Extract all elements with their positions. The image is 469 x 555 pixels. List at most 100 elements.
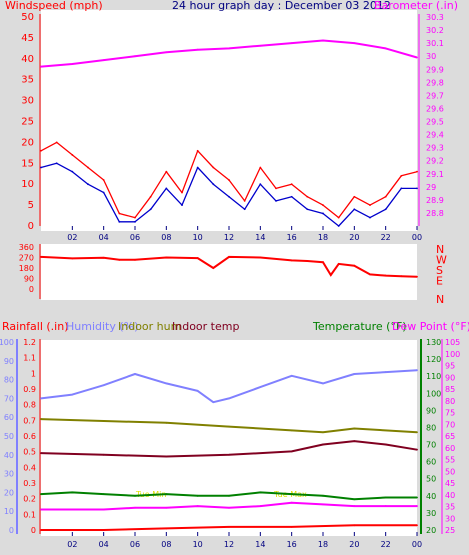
wind-axis-tick: 5 xyxy=(28,200,34,211)
dewpoint-axis-tick: 90 xyxy=(445,373,455,382)
temp-hum-plot-area xyxy=(41,340,417,536)
data-point xyxy=(228,397,230,400)
data-point xyxy=(134,220,136,223)
wind-axis-tick: 15 xyxy=(21,158,34,169)
data-point xyxy=(259,44,262,47)
data-point xyxy=(228,453,230,456)
baro-axis-tick: 28.8 xyxy=(426,209,444,218)
data-point xyxy=(400,187,403,190)
data-point xyxy=(40,65,42,68)
rainfall-axis-tick: 0 xyxy=(31,526,36,535)
x-tick-label: 12 xyxy=(224,233,234,242)
data-point xyxy=(329,274,332,276)
data-point xyxy=(87,166,89,169)
data-point xyxy=(306,260,309,262)
data-point xyxy=(337,216,340,219)
data-point xyxy=(416,275,418,278)
data-point xyxy=(384,208,387,211)
x-tick-label: 00 xyxy=(412,540,422,549)
data-point xyxy=(165,455,168,458)
legend-dewpoint: Dew Point (°F) xyxy=(392,320,469,333)
data-point xyxy=(165,170,168,173)
rainfall-axis-tick: 0.5 xyxy=(23,448,36,457)
data-point xyxy=(384,274,387,277)
winddir-plot-area xyxy=(41,244,417,300)
data-point xyxy=(196,48,199,51)
humidity-axis-tick: 20 xyxy=(4,488,14,497)
humidity-axis-tick: 60 xyxy=(4,413,14,422)
data-point xyxy=(290,429,293,432)
x-tick-label: 04 xyxy=(99,540,109,549)
legend-indoor-hum: Indoor hum xyxy=(118,320,181,333)
x-tick-label: 16 xyxy=(287,233,297,242)
data-point xyxy=(259,256,262,259)
baro-axis-tick: 30.2 xyxy=(426,26,444,35)
data-point xyxy=(228,195,230,198)
data-point xyxy=(212,401,215,404)
data-point xyxy=(71,393,74,396)
baro-axis-tick: 28.9 xyxy=(426,196,444,205)
data-point xyxy=(259,386,262,389)
dewpoint-axis-tick: 55 xyxy=(445,456,455,465)
humidity-axis-tick: 80 xyxy=(4,376,14,385)
baro-axis-tick: 29.6 xyxy=(426,104,444,113)
data-point xyxy=(369,216,371,219)
data-point xyxy=(353,440,356,443)
rainfall-axis-tick: 0.6 xyxy=(23,432,36,441)
data-point xyxy=(290,374,293,377)
data-point xyxy=(165,506,168,509)
data-point xyxy=(416,187,418,190)
winddir-axis-tick: 0 xyxy=(29,285,34,294)
temperature-axis-tick: 80 xyxy=(426,423,436,432)
temperature-axis-tick: 110 xyxy=(426,372,441,381)
data-point xyxy=(290,183,293,186)
data-point xyxy=(322,443,324,446)
data-point xyxy=(134,258,136,261)
dewpoint-axis-tick: 50 xyxy=(445,467,455,476)
data-point xyxy=(212,183,215,186)
data-point xyxy=(40,452,42,454)
data-point xyxy=(353,524,356,527)
compass-tick: N xyxy=(436,243,444,256)
dewpoint-axis-tick: 30 xyxy=(445,514,455,523)
winddir-axis-tick: 180 xyxy=(19,264,34,273)
temperature-axis-tick: 100 xyxy=(426,389,441,398)
baro-axis-tick: 29 xyxy=(426,183,436,192)
data-point xyxy=(243,200,246,202)
x-tick-label: 08 xyxy=(161,233,171,242)
wind-axis-tick: 20 xyxy=(21,137,34,148)
humidity-axis-tick: 50 xyxy=(4,432,14,441)
data-point xyxy=(165,256,168,259)
data-point xyxy=(322,382,324,385)
data-point xyxy=(40,508,42,511)
data-point xyxy=(165,493,168,496)
data-point xyxy=(134,494,136,497)
data-point xyxy=(416,369,418,372)
data-point xyxy=(275,187,277,190)
dewpoint-axis-tick: 60 xyxy=(445,444,455,453)
dewpoint-axis-tick: 105 xyxy=(445,338,460,347)
data-point xyxy=(71,63,74,65)
data-point xyxy=(353,195,356,198)
temperature-axis-tick: 130 xyxy=(426,338,441,347)
data-point xyxy=(243,208,246,211)
data-point xyxy=(228,425,230,428)
compass-tick: W xyxy=(436,254,447,267)
data-point xyxy=(290,450,293,453)
data-point xyxy=(165,51,168,54)
data-point xyxy=(400,174,403,177)
data-point xyxy=(384,47,387,50)
windspeed-title: Windspeed (mph) xyxy=(5,0,103,12)
data-point xyxy=(212,267,215,269)
x-tick-label: 06 xyxy=(130,233,140,242)
data-point xyxy=(353,498,356,501)
data-point xyxy=(306,208,309,211)
barometer-title: Barometer (.in) xyxy=(374,0,458,12)
x-tick-label: 04 xyxy=(99,233,109,242)
temperature-axis-tick: 50 xyxy=(426,475,436,484)
compass-tick: S xyxy=(436,264,443,277)
winddir-axis-tick: 360 xyxy=(19,243,34,252)
humidity-axis-tick: 10 xyxy=(4,507,14,516)
temperature-axis-tick: 90 xyxy=(426,406,436,415)
x-tick-label: 16 xyxy=(287,540,297,549)
